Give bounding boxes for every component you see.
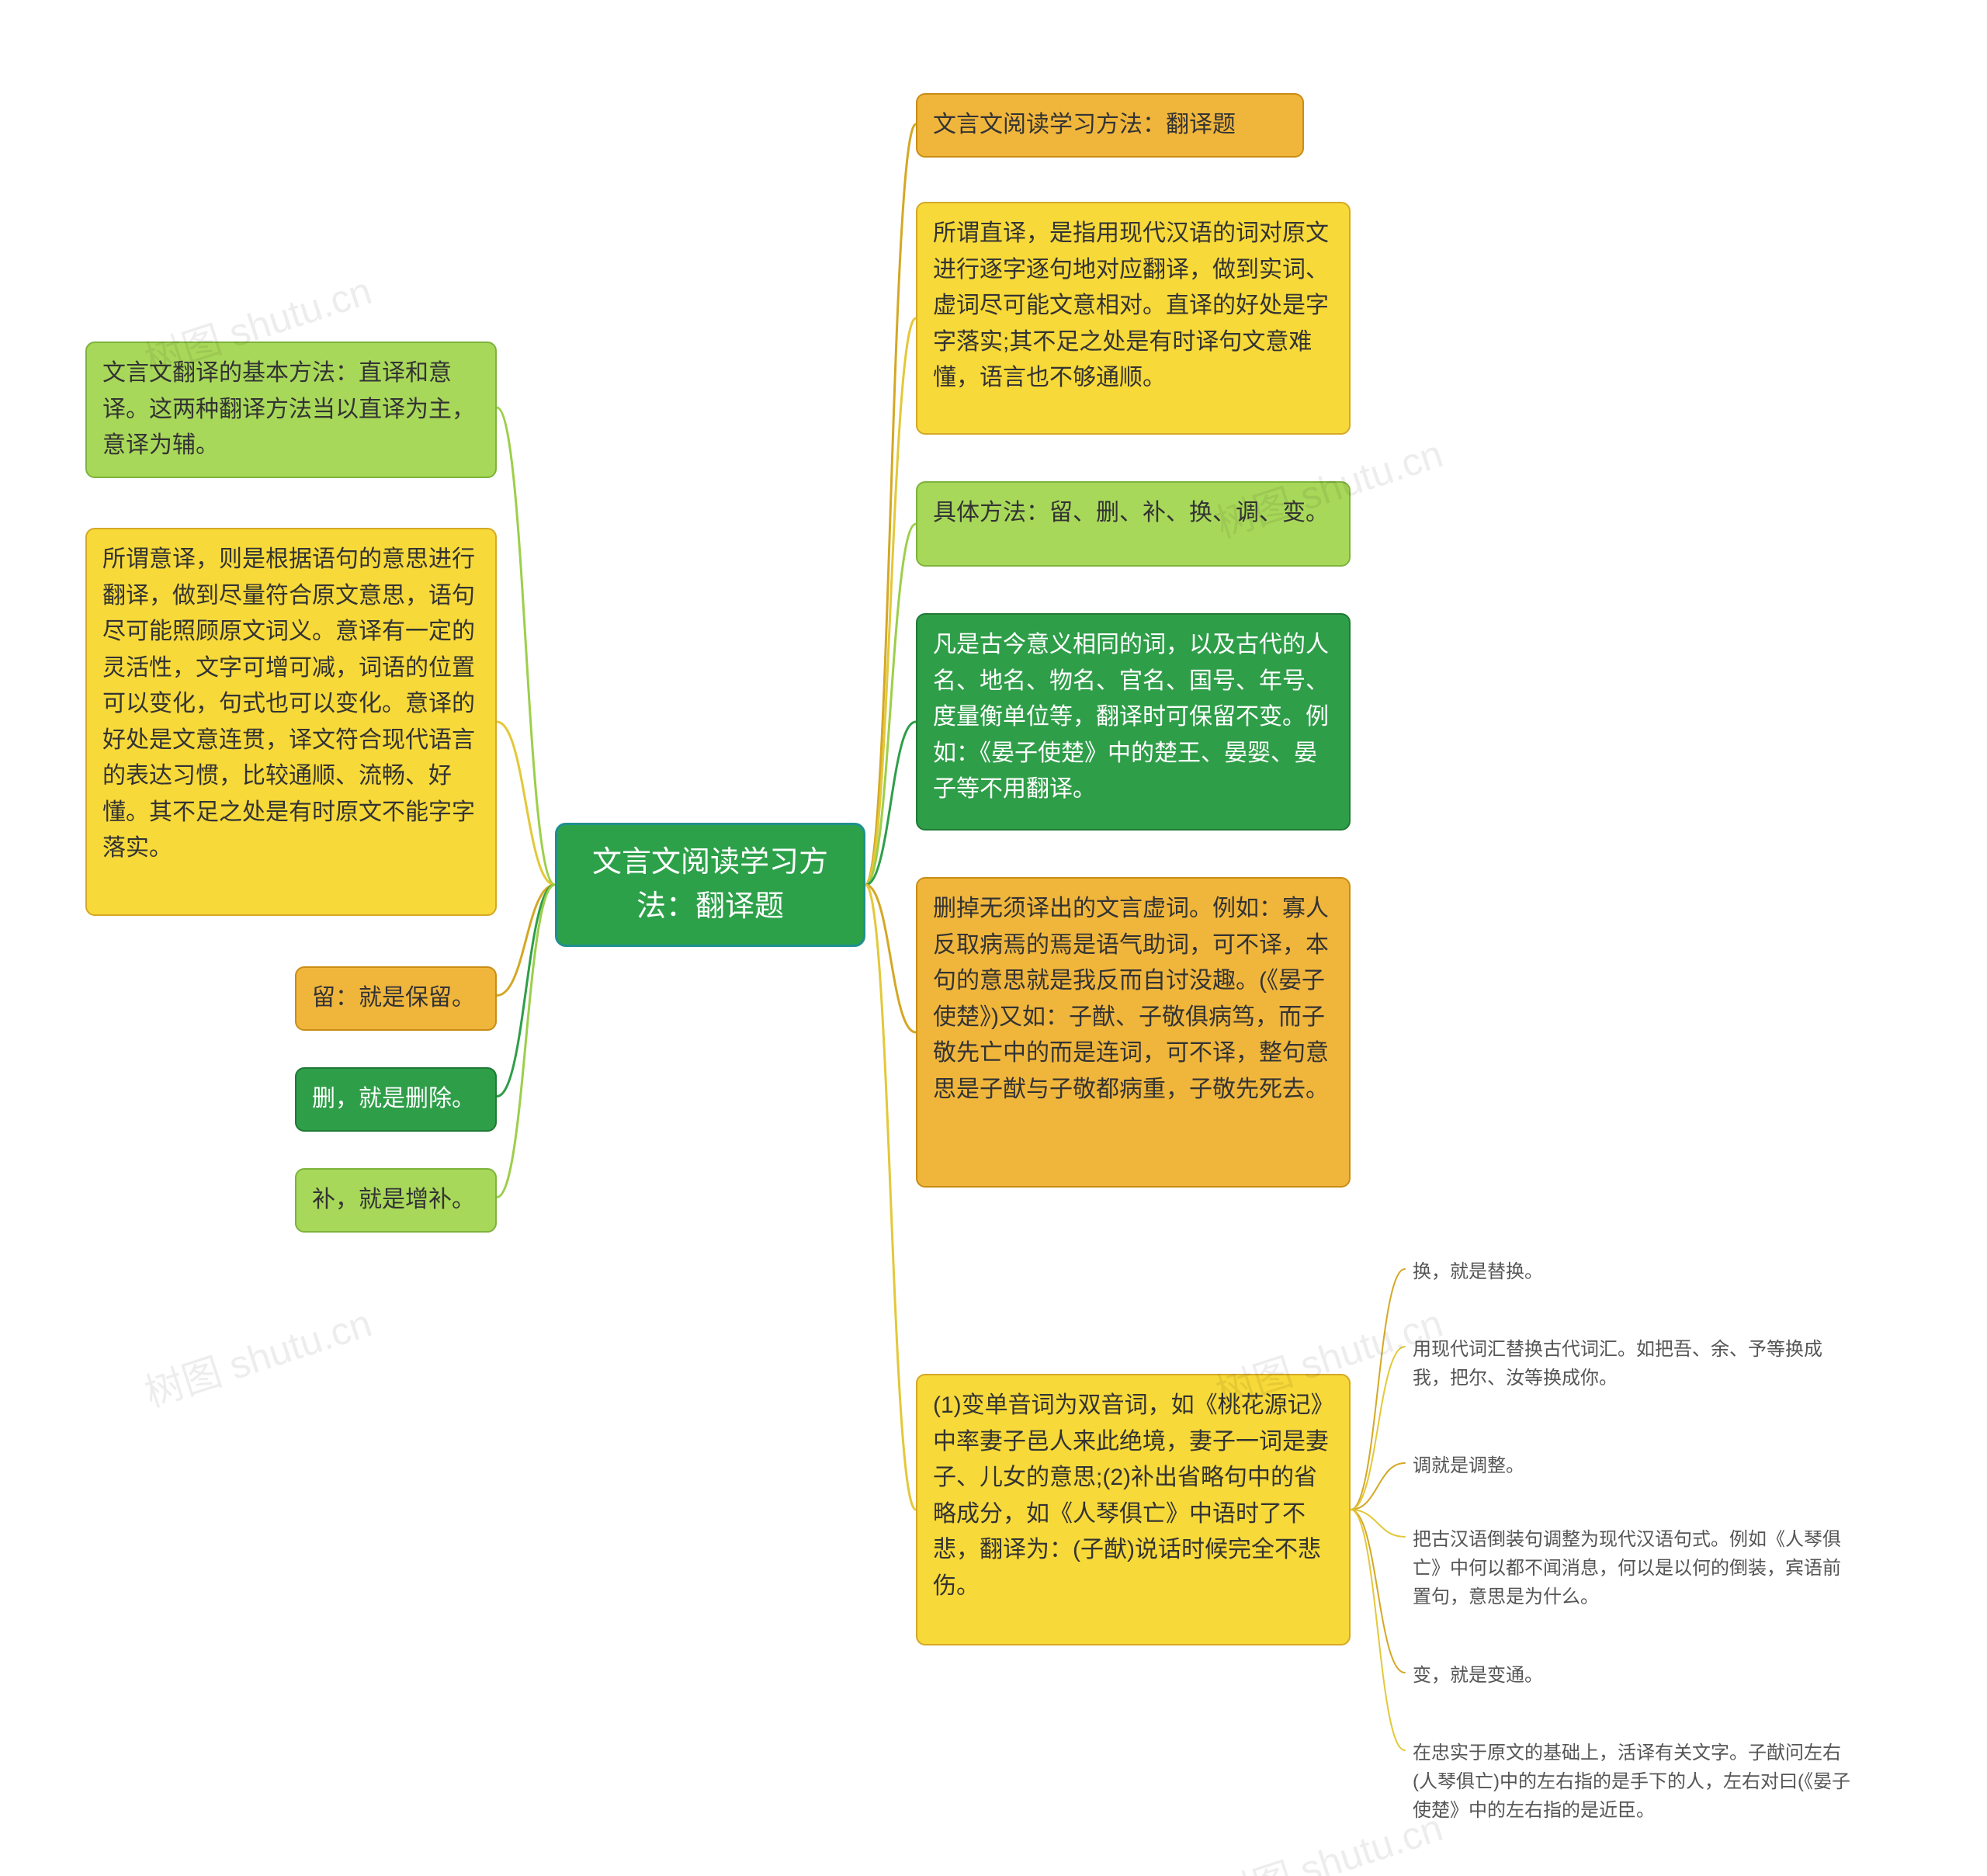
mindmap-subnode: 在忠实于原文的基础上，活译有关文字。子猷问左右(人琴俱亡)中的左右指的是手下的人… xyxy=(1413,1739,1855,1826)
mindmap-node: 具体方法：留、删、补、换、调、变。 xyxy=(916,481,1351,567)
mindmap-subnode: 换，就是替换。 xyxy=(1413,1257,1801,1286)
mindmap-node: 补，就是增补。 xyxy=(295,1168,497,1233)
center-node: 文言文阅读学习方法：翻译题 xyxy=(555,823,865,947)
mindmap-subnode: 把古汉语倒装句调整为现代汉语句式。例如《人琴俱亡》中何以都不闻消息，何以是以何的… xyxy=(1413,1525,1855,1612)
center-text: 文言文阅读学习方法：翻译题 xyxy=(579,841,841,929)
mindmap-node: 凡是古今意义相同的词，以及古代的人名、地名、物名、官名、国号、年号、度量衡单位等… xyxy=(916,613,1351,831)
mindmap-node: 所谓直译，是指用现代汉语的词对原文进行逐字逐句地对应翻译，做到实词、虚词尽可能文… xyxy=(916,202,1351,435)
mindmap-subnode: 用现代词汇替换古代词汇。如把吾、余、予等换成我，把尔、汝等换成你。 xyxy=(1413,1335,1847,1392)
mindmap-subnode: 调就是调整。 xyxy=(1413,1451,1801,1480)
mindmap-node: 删掉无须译出的文言虚词。例如：寡人反取病焉的焉是语气助词，可不译，本句的意思就是… xyxy=(916,877,1351,1188)
mindmap-node: 所谓意译，则是根据语句的意思进行翻译，做到尽量符合原文意思，语句尽可能照顾原文词… xyxy=(85,528,497,916)
mindmap-node: 文言文阅读学习方法：翻译题 xyxy=(916,93,1304,158)
mindmap-node: 留：就是保留。 xyxy=(295,966,497,1031)
mindmap-node: 文言文翻译的基本方法：直译和意译。这两种翻译方法当以直译为主，意译为辅。 xyxy=(85,342,497,478)
watermark: 树图 shutu.cn xyxy=(137,1292,377,1418)
mindmap-node: 删，就是删除。 xyxy=(295,1067,497,1132)
mindmap-subnode: 变，就是变通。 xyxy=(1413,1661,1801,1690)
mindmap-node: (1)变单音词为双音词，如《桃花源记》中率妻子邑人来此绝境，妻子一词是妻子、儿女… xyxy=(916,1374,1351,1645)
